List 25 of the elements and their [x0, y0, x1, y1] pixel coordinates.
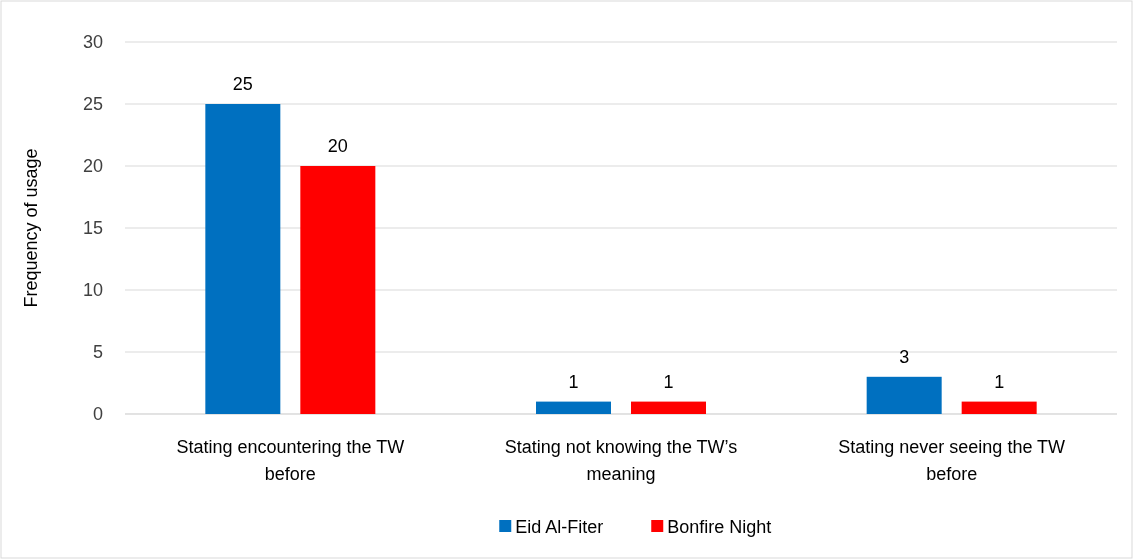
y-tick-label: 30	[82, 32, 103, 53]
bar	[631, 401, 706, 414]
x-tick-label: Stating not knowing the TW’s meaning	[504, 437, 738, 484]
y-tick-label: 10	[82, 280, 103, 301]
legend-label: Bonfire Night	[667, 517, 772, 538]
data-label: 25	[232, 74, 253, 94]
data-label: 3	[899, 346, 910, 367]
y-axis-title: Frequency of usage	[21, 148, 41, 308]
y-tick-label: 0	[92, 404, 103, 425]
y-tick-label: 25	[82, 94, 103, 115]
x-tick-label: Stating never seeing the TW before	[838, 437, 1066, 484]
x-tick-label: Stating encountering the TW before	[176, 437, 405, 484]
data-label: 1	[994, 371, 1005, 392]
bar	[961, 401, 1037, 414]
bar	[536, 401, 611, 414]
data-label: 1	[568, 371, 579, 392]
data-label: 1	[663, 371, 674, 392]
y-tick-label: 15	[82, 218, 103, 239]
bar	[300, 166, 376, 414]
y-tick-label: 20	[82, 156, 103, 177]
y-tick-label: 5	[92, 342, 103, 363]
bar	[205, 104, 281, 414]
bar	[866, 376, 942, 414]
legend-label: Eid Al-Fiter	[515, 517, 604, 538]
data-label: 20	[327, 136, 348, 156]
